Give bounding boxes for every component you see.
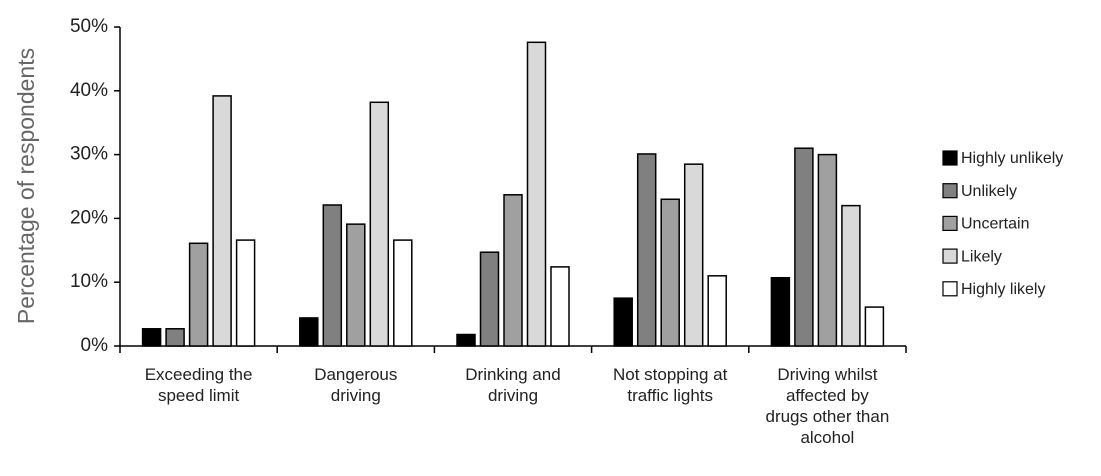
bar — [841, 204, 861, 347]
bar — [707, 275, 727, 347]
bar — [479, 251, 500, 347]
bar — [212, 95, 232, 347]
bar — [770, 276, 791, 347]
bar — [636, 153, 657, 347]
bar — [526, 41, 547, 347]
x-tick-label: Not stopping at traffic lights — [613, 365, 728, 405]
y-tick-label: 10% — [70, 271, 108, 292]
bar — [683, 163, 704, 347]
bar — [794, 147, 814, 347]
y-axis-label: Percentage of respondents — [13, 48, 39, 324]
legend-swatch — [942, 150, 958, 166]
bar — [456, 333, 476, 347]
y-tick-label: 0% — [81, 335, 109, 356]
bar — [369, 101, 390, 347]
legend-label: Uncertain — [961, 216, 1029, 233]
bar — [613, 297, 633, 347]
y-tick-label: 40% — [70, 80, 108, 101]
x-tick-label: Driving whilst affected by drugs other t… — [765, 365, 890, 447]
x-tick-label: Drinking and driving — [465, 365, 561, 405]
bar — [188, 242, 209, 347]
legend-swatch — [942, 183, 958, 199]
legend-label: Highly unlikely — [961, 150, 1063, 167]
bar — [299, 317, 319, 347]
bar — [322, 204, 343, 347]
legend-label: Highly likely — [961, 281, 1045, 298]
bar — [550, 266, 570, 347]
y-tick-label: 50% — [70, 16, 108, 37]
bar — [393, 239, 413, 347]
bar — [817, 153, 838, 347]
bar — [141, 328, 162, 347]
x-tick-label: Dangerous driving — [314, 365, 398, 405]
legend-swatch — [942, 248, 958, 264]
bar — [503, 194, 523, 347]
legend-swatch — [942, 215, 958, 231]
legend-swatch — [942, 281, 958, 297]
bar — [165, 328, 185, 347]
bar — [864, 306, 885, 347]
x-tick-label: Exceeding the speed limit — [144, 365, 253, 405]
legend-label: Likely — [961, 248, 1002, 265]
bar — [235, 239, 256, 347]
legend-label: Unlikely — [961, 183, 1017, 200]
bar — [660, 198, 680, 347]
y-tick-label: 30% — [70, 144, 108, 165]
y-tick-label: 20% — [70, 207, 108, 228]
bar — [346, 223, 366, 347]
